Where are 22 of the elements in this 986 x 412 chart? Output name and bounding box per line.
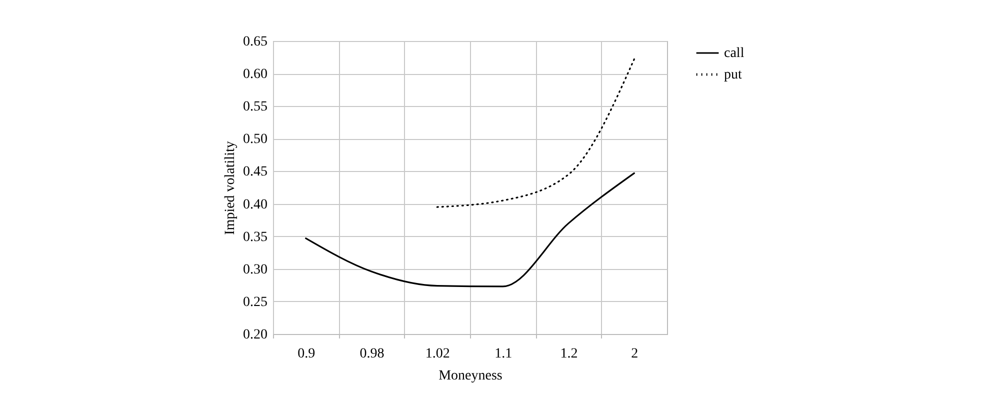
y-tick-label: 0.50 (243, 132, 268, 148)
x-tick-label: 1.1 (494, 346, 512, 362)
line-series (436, 58, 635, 208)
y-tick-label: 0.40 (243, 197, 268, 212)
x-tick-label: 1.2 (560, 346, 578, 362)
y-tick-label: 0.65 (243, 34, 268, 50)
y-tick-label: 0.35 (243, 230, 268, 245)
y-tick-label: 0.20 (243, 328, 268, 342)
x-tick-label: 2 (631, 346, 638, 362)
y-tick-label: 0.55 (243, 100, 268, 115)
x-tick-label: 0.98 (360, 346, 384, 362)
line-series (305, 172, 635, 288)
legend-label: put (724, 68, 742, 82)
y-axis-title: Impied volatility (223, 141, 238, 235)
y-tick-label: 0.30 (243, 262, 268, 278)
y-tick-label: 0.60 (243, 67, 268, 82)
legend-label: call (724, 46, 744, 61)
x-axis-title: Moneyness (438, 368, 502, 384)
y-tick-label: 0.25 (243, 294, 268, 310)
x-tick-label: 0.9 (298, 346, 316, 362)
y-tick-label: 0.45 (243, 164, 268, 180)
x-tick-label: 1.02 (425, 346, 450, 362)
